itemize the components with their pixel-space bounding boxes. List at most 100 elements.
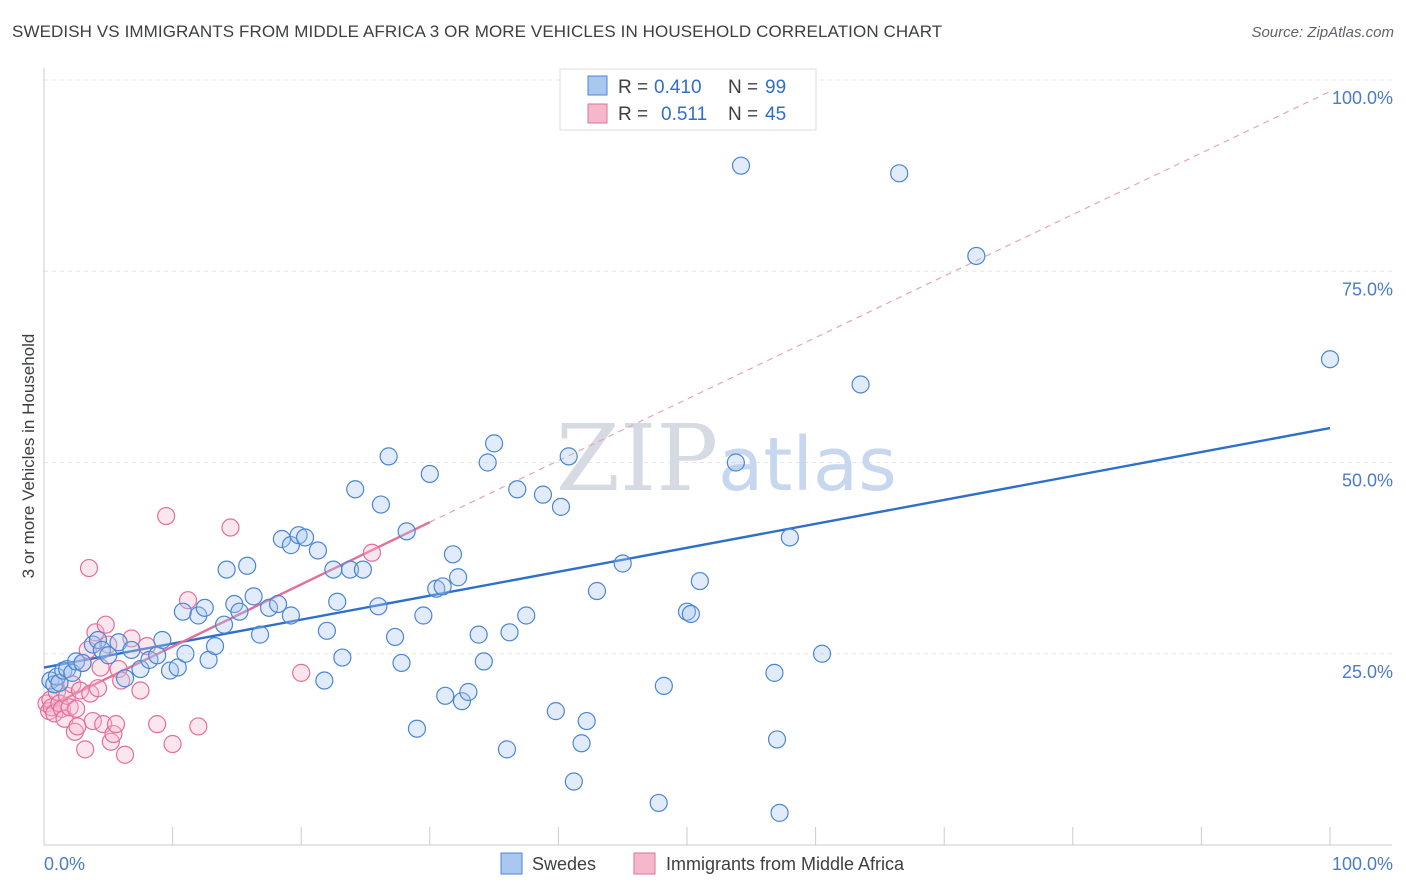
data-point-swedes xyxy=(73,653,92,673)
data-point-swedes xyxy=(649,793,668,813)
data-point-immigrants xyxy=(131,681,150,700)
data-point-swedes xyxy=(546,702,565,721)
data-point-immigrants xyxy=(70,681,90,700)
data-point-swedes xyxy=(474,652,493,671)
trend-line-immigrants xyxy=(43,521,431,710)
y-tick-labels: 25.0% 50.0% 75.0% 100.0% xyxy=(1332,88,1393,682)
bottom-legend-label-immigrants: Immigrants from Middle Africa xyxy=(666,854,905,874)
data-point-swedes xyxy=(308,541,328,560)
data-point-swedes xyxy=(551,497,571,516)
data-point-swedes xyxy=(469,625,488,644)
data-point-swedes xyxy=(317,621,337,640)
data-point-swedes xyxy=(420,464,439,484)
legend-swatch-swedes xyxy=(587,75,608,96)
data-point-swedes xyxy=(577,711,596,731)
data-point-swedes xyxy=(770,803,789,822)
data-point-swedes xyxy=(295,528,315,547)
data-point-swedes xyxy=(726,453,745,472)
stats-legend: R = 0.410 N = 99 R = 0.511 N = 45 xyxy=(559,68,817,131)
data-point-immigrants xyxy=(76,740,95,759)
data-point-immigrants xyxy=(96,615,115,634)
bottom-legend-swatch-immigrants xyxy=(633,852,656,875)
watermark-zip: ZIP xyxy=(556,405,718,512)
data-point-swedes xyxy=(115,669,135,688)
data-point-swedes xyxy=(250,625,270,644)
x-tick-label: 0.0% xyxy=(44,854,85,874)
legend-n-value-immigrants: 45 xyxy=(765,104,786,125)
data-point-swedes xyxy=(890,164,909,183)
data-point-immigrants xyxy=(148,715,167,734)
data-point-swedes xyxy=(564,772,583,791)
data-point-swedes xyxy=(572,734,591,753)
data-point-swedes xyxy=(681,604,700,624)
trend-line-immigrants-extension xyxy=(429,90,1331,523)
data-point-swedes xyxy=(533,485,553,504)
legend-n-label-swedes: N = xyxy=(728,77,758,98)
trend-lines xyxy=(43,90,1331,710)
data-point-swedes xyxy=(173,602,192,621)
data-point-swedes xyxy=(369,597,388,616)
data-point-immigrants xyxy=(178,591,198,610)
y-tick-label: 25.0% xyxy=(1342,662,1393,682)
data-point-immigrants xyxy=(68,717,87,736)
data-point-swedes xyxy=(371,495,391,514)
data-point-immigrants xyxy=(221,518,240,537)
data-point-immigrants xyxy=(115,745,135,764)
data-point-swedes xyxy=(397,522,416,541)
data-point-swedes xyxy=(767,730,787,749)
series-immigrants-points xyxy=(37,506,382,764)
data-point-swedes xyxy=(812,644,832,663)
trend-line-swedes xyxy=(43,426,1331,669)
data-point-swedes xyxy=(379,447,398,466)
data-point-swedes xyxy=(195,598,214,617)
data-point-swedes xyxy=(88,630,108,650)
data-point-swedes xyxy=(324,560,343,579)
data-point-swedes xyxy=(205,636,225,656)
data-point-swedes xyxy=(238,556,257,575)
data-point-swedes xyxy=(731,156,751,175)
data-point-swedes xyxy=(153,630,172,650)
data-point-swedes xyxy=(478,453,497,472)
data-point-swedes xyxy=(967,246,986,266)
bottom-legend-label-swedes: Swedes xyxy=(532,854,596,874)
watermark-atlas: atlas xyxy=(718,422,897,508)
data-point-swedes xyxy=(281,606,301,625)
data-point-swedes xyxy=(244,587,263,606)
data-point-swedes xyxy=(122,640,141,660)
legend-r-label-immigrants: R = xyxy=(618,104,648,125)
data-point-swedes xyxy=(508,480,527,499)
data-point-swedes xyxy=(268,594,288,614)
data-point-swedes xyxy=(497,740,517,759)
data-point-swedes xyxy=(517,606,536,625)
data-point-swedes xyxy=(851,375,870,394)
data-point-swedes xyxy=(765,663,784,682)
axes xyxy=(43,68,1392,846)
data-point-swedes xyxy=(407,719,427,738)
data-point-swedes xyxy=(67,652,86,671)
data-point-swedes xyxy=(346,480,365,499)
data-point-swedes xyxy=(613,554,632,573)
data-point-swedes xyxy=(436,686,455,705)
data-point-swedes xyxy=(452,692,472,711)
data-point-swedes xyxy=(448,568,468,587)
bottom-legend-swatch-swedes xyxy=(500,852,523,875)
data-point-immigrants xyxy=(163,734,182,754)
data-point-swedes xyxy=(485,434,504,453)
chart-source: Source: ZipAtlas.com xyxy=(1251,24,1394,41)
data-point-swedes xyxy=(443,545,463,564)
data-point-swedes xyxy=(690,571,709,591)
watermark: ZIP atlas xyxy=(556,405,897,512)
data-point-swedes xyxy=(500,623,519,642)
data-point-immigrants xyxy=(83,711,102,731)
chart-title: SWEDISH VS IMMIGRANTS FROM MIDDLE AFRICA… xyxy=(12,22,943,41)
legend-n-value-swedes: 99 xyxy=(765,77,786,98)
data-point-swedes xyxy=(1320,350,1340,369)
legend-r-label-swedes: R = xyxy=(618,77,648,98)
data-point-immigrants xyxy=(157,506,176,526)
data-point-swedes xyxy=(333,648,352,667)
data-point-swedes xyxy=(414,606,433,625)
data-point-swedes xyxy=(340,560,360,579)
data-point-immigrants xyxy=(109,659,128,679)
data-point-immigrants xyxy=(362,543,382,562)
